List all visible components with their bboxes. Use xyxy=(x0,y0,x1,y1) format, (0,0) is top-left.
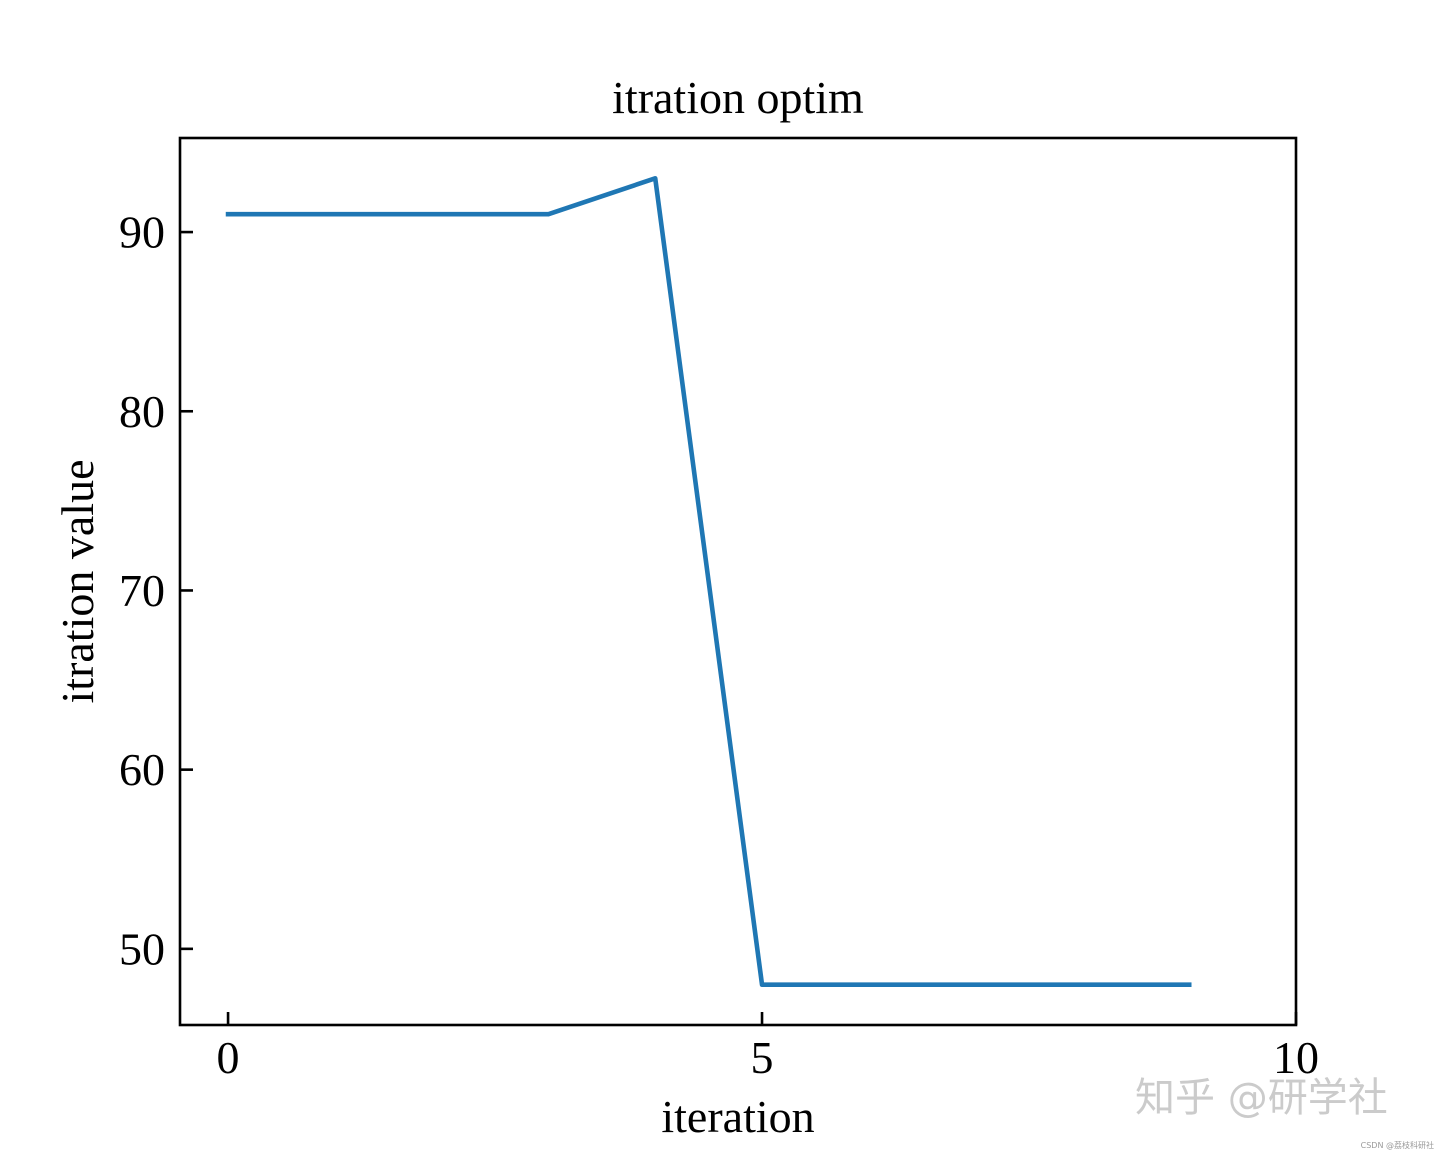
x-axis-label: iteration xyxy=(661,1091,814,1142)
x-axis-ticks: 0 5 10 xyxy=(217,1012,1319,1083)
plot-area: 0 5 10 50 60 70 80 90 xyxy=(119,136,1319,1083)
y-tick-label: 70 xyxy=(119,565,165,616)
x-tick-label: 10 xyxy=(1273,1032,1319,1083)
series-layer xyxy=(225,176,1192,987)
axes-frame xyxy=(178,136,1298,1027)
y-tick-label: 50 xyxy=(119,923,165,974)
watermark-text: 知乎 @研学社 xyxy=(1135,1075,1388,1121)
y-tick-label: 60 xyxy=(119,744,165,795)
watermark-source: CSDN @荔枝科研社 xyxy=(1361,1140,1434,1150)
x-tick-label: 5 xyxy=(751,1032,774,1083)
x-tick-label: 0 xyxy=(217,1032,240,1083)
y-tick-label: 80 xyxy=(119,386,165,437)
axes-background xyxy=(180,138,1296,1025)
chart-title: itration optim xyxy=(612,72,864,123)
y-axis-label: itration value xyxy=(52,460,103,704)
series-line xyxy=(225,176,1192,987)
y-axis-ticks: 50 60 70 80 90 xyxy=(119,207,193,974)
y-tick-label: 90 xyxy=(119,207,165,258)
